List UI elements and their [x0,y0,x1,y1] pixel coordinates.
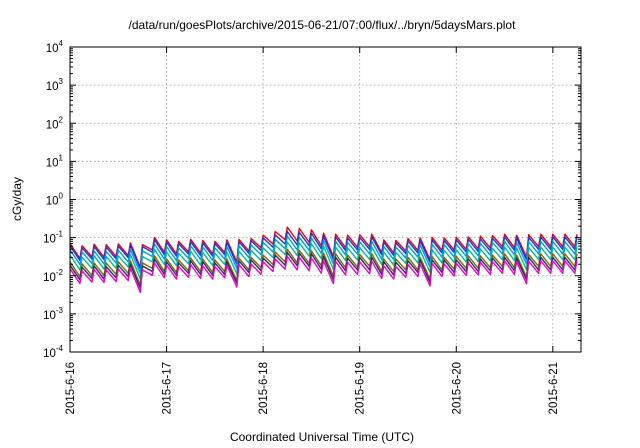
series-line-2 [69,230,578,270]
y-tick-label: 102 [46,115,64,131]
y-tick-exponent: 2 [59,115,64,124]
x-axis-label: Coordinated Universal Time (UTC) [230,430,414,444]
y-tick-exponent: -1 [56,230,64,239]
x-tick-label: 2015-6-19 [355,362,367,414]
y-tick-label: 10-1 [43,230,63,246]
y-tick-base: 10 [46,81,59,93]
y-tick-label: 103 [46,77,64,93]
series-line-5 [69,248,578,286]
y-tick-label: 10-3 [43,306,63,322]
y-tick-base: 10 [43,348,56,360]
chart-title: /data/run/goesPlots/archive/2015-06-21/0… [129,18,517,32]
y-axis-label: cGy/day [10,177,24,221]
series-line-3 [69,235,578,274]
x-tick-label: 2015-6-20 [451,362,463,414]
y-tick-base: 10 [43,234,56,246]
x-tick-label: 2015-6-16 [65,362,77,414]
y-tick-base: 10 [43,272,56,284]
y-tick-exponent: 4 [59,39,64,48]
y-tick-label: 10-4 [43,344,63,360]
y-tick-exponent: -4 [56,344,64,353]
y-tick-base: 10 [43,310,56,322]
y-tick-base: 10 [46,43,59,55]
x-tick-label: 2015-6-17 [162,362,174,414]
y-tick-exponent: -3 [56,306,64,315]
y-tick-base: 10 [46,196,59,208]
y-tick-label: 10-2 [43,268,63,284]
y-tick-exponent: 1 [59,153,64,162]
x-tick-label: 2015-6-18 [258,362,270,414]
series-line-4 [69,241,578,280]
x-tick-label: 2015-6-21 [548,362,560,414]
y-tick-exponent: 3 [59,77,64,86]
series-line-6 [69,251,578,289]
grid [70,47,581,352]
y-tick-label: 101 [46,153,64,169]
x-axis: 2015-6-16 2015-6-17 2015-6-18 2015-6-19 2015… [65,47,560,414]
y-tick-exponent: 0 [59,192,64,201]
y-tick-base: 10 [46,157,59,169]
series-line-1 [69,226,578,268]
y-tick-label: 100 [46,192,64,208]
y-tick-base: 10 [46,119,59,131]
y-tick-label: 104 [46,39,64,55]
series-group [69,226,578,294]
y-tick-exponent: -2 [56,268,64,277]
series-line-7 [69,255,578,294]
